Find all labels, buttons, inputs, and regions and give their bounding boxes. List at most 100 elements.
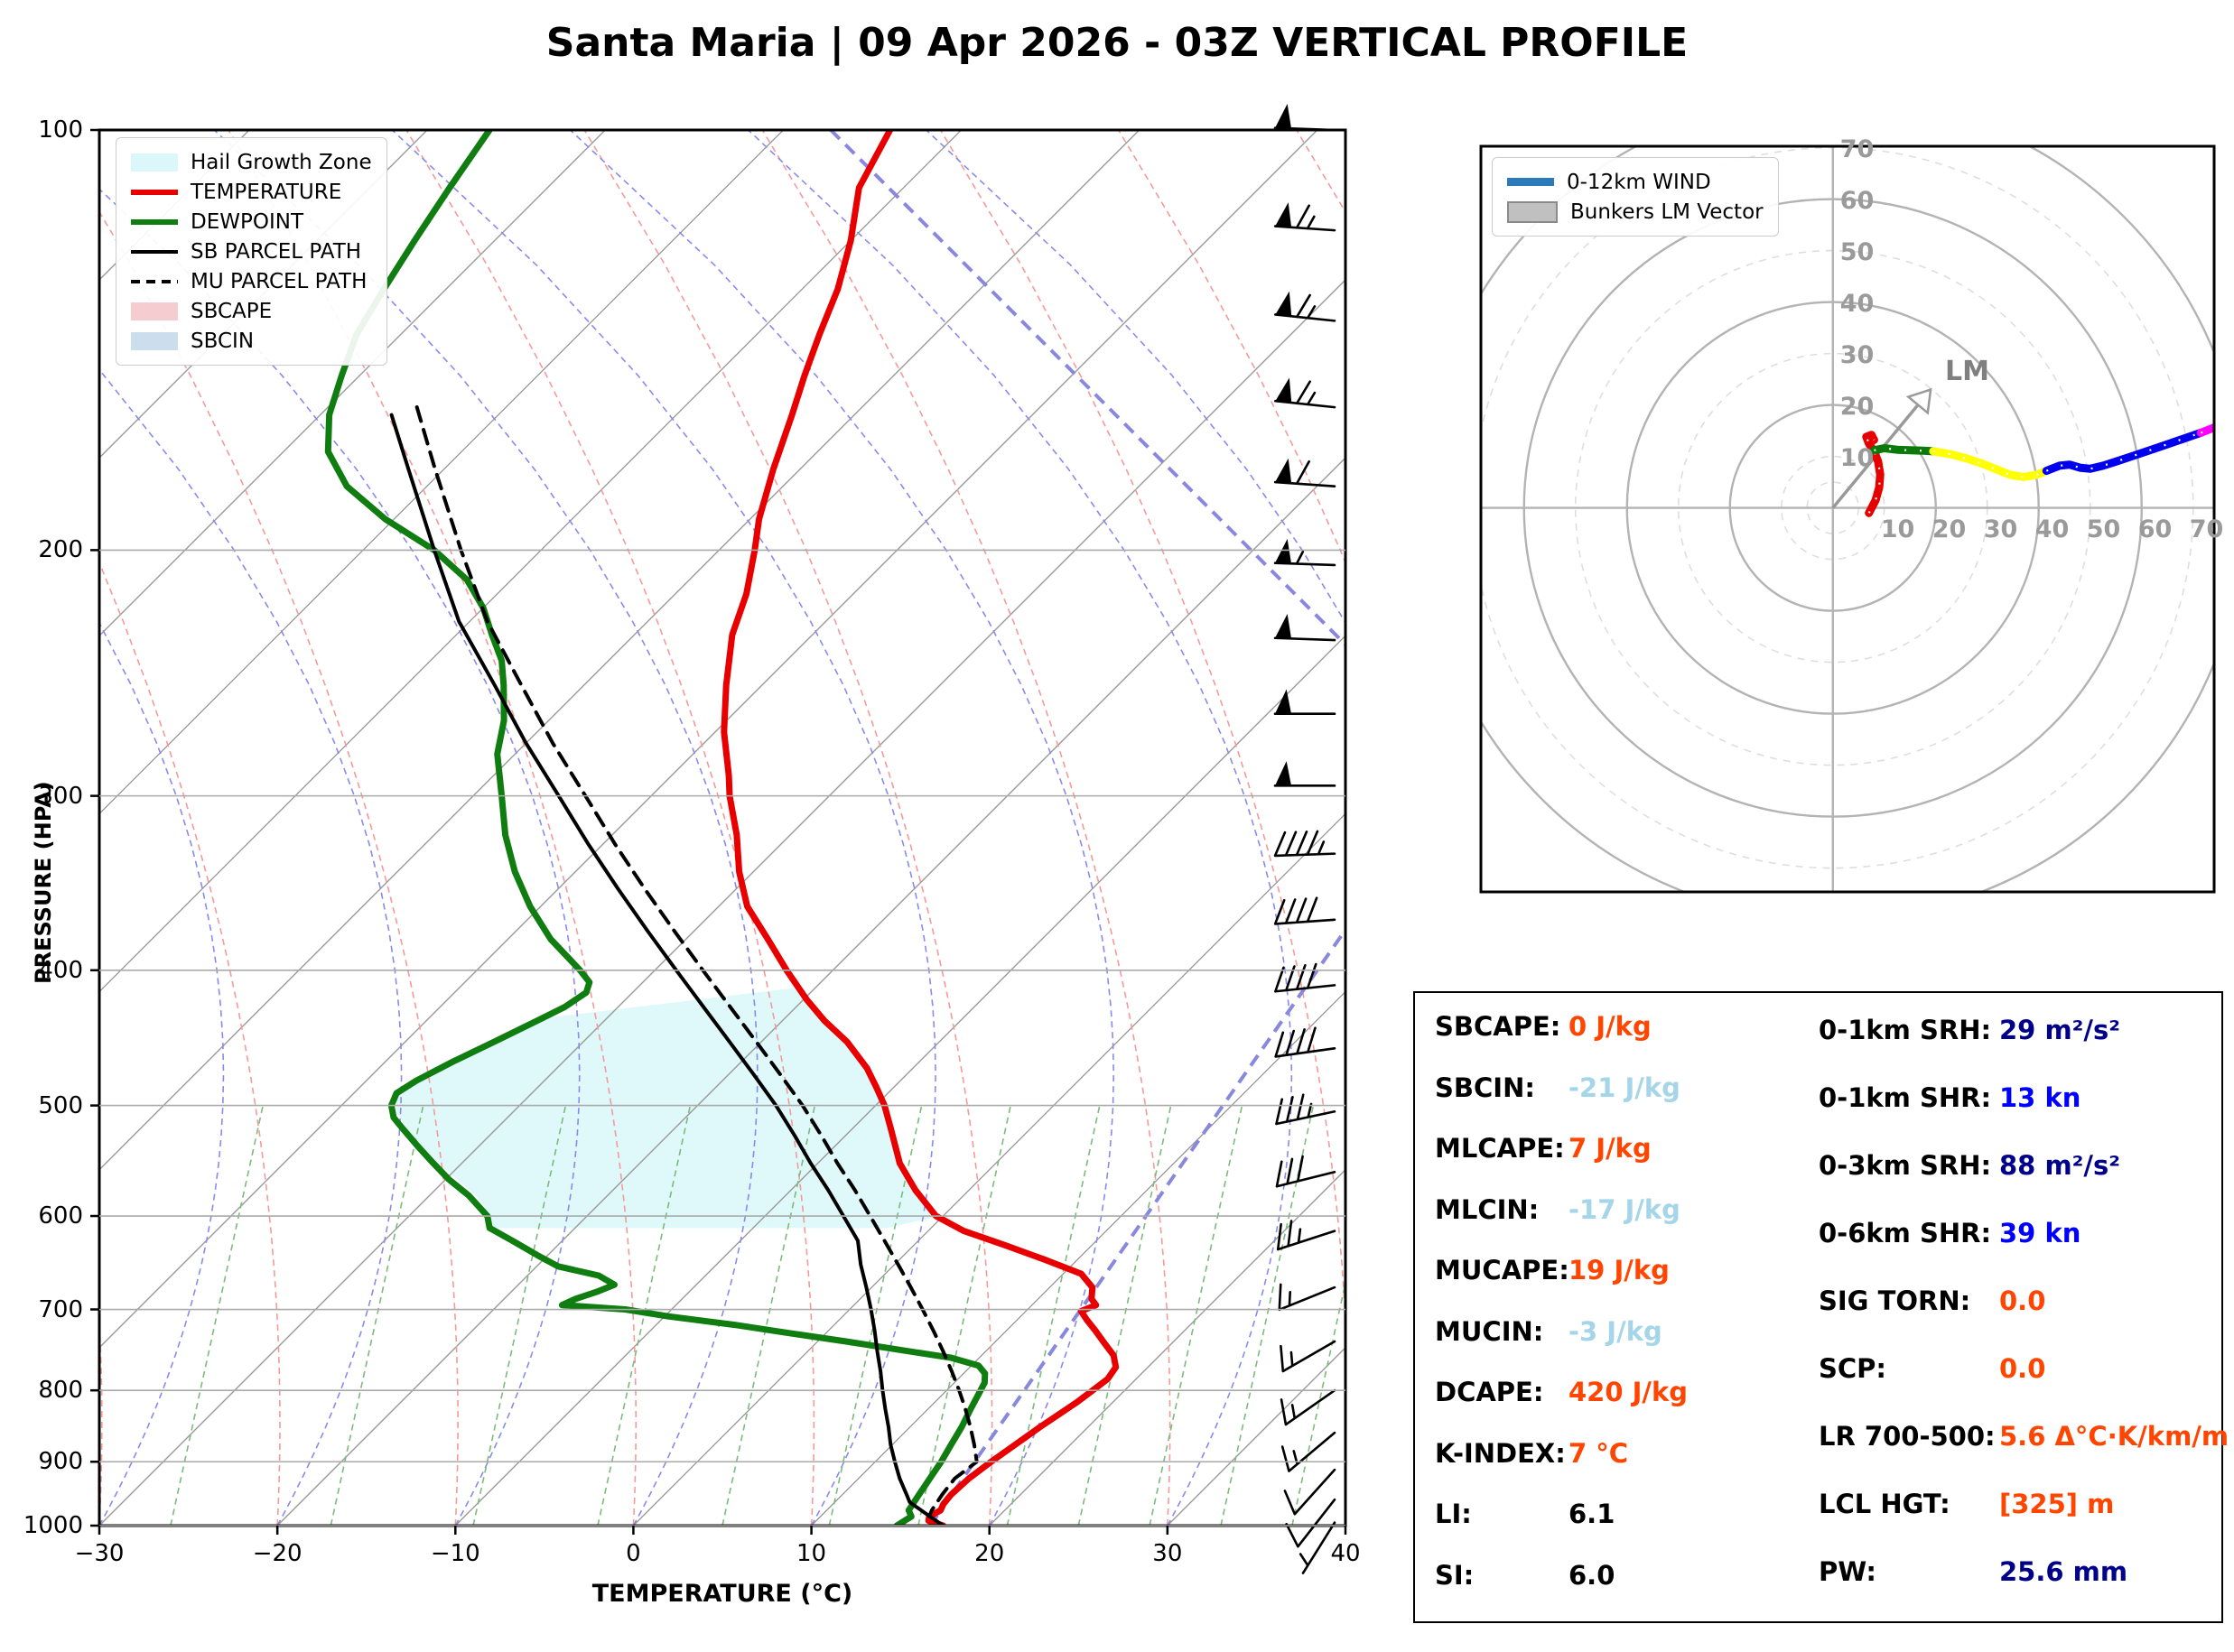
wind-line-swatch-icon xyxy=(1507,173,1554,191)
stat-value: 6.0 xyxy=(1568,1559,1615,1591)
series-dewpoint xyxy=(324,130,989,1526)
temperature-tick-label: −20 xyxy=(252,1540,303,1567)
pressure-tick-label: 300 xyxy=(38,782,83,810)
stat-value: 7 °C xyxy=(1568,1437,1629,1469)
hodo-ring-label-v: 40 xyxy=(1839,289,1875,318)
page-title: Santa Maria | 09 Apr 2026 - 03Z VERTICAL… xyxy=(545,20,1689,66)
wind-barb xyxy=(1274,962,1336,993)
stat-value: -17 J/kg xyxy=(1568,1193,1680,1225)
isotherm xyxy=(99,130,963,993)
series-sb-parcel-path xyxy=(389,413,945,1526)
mixing-ratio-line xyxy=(170,1105,264,1526)
moist-adiabat xyxy=(99,188,581,1526)
hodo-ring-label-h: 70 xyxy=(2189,515,2224,543)
stat-label: SI: xyxy=(1435,1559,1475,1591)
wind-barb xyxy=(1276,1220,1336,1251)
temperature-tick-label: −30 xyxy=(74,1540,125,1567)
wind-barb xyxy=(1274,291,1336,322)
wind-barb xyxy=(1278,1283,1336,1312)
wind-barb xyxy=(1274,377,1336,409)
series-mu-parcel-path xyxy=(414,405,979,1518)
mixing-ratio-line xyxy=(472,1105,567,1526)
isotherm xyxy=(811,990,1345,1526)
dry-adiabat xyxy=(583,130,993,1526)
legend-item-mu-parcel: MU PARCEL PATH xyxy=(131,266,372,296)
dry-adiabat xyxy=(99,561,281,1526)
stat-label: LR 700-500: xyxy=(1819,1421,1996,1452)
isotherm xyxy=(99,130,1318,1349)
isotherm xyxy=(276,457,1345,1526)
stat-label: DCAPE: xyxy=(1435,1377,1544,1407)
pressure-tick-label: 800 xyxy=(38,1377,83,1405)
mixing-ratio-line xyxy=(1149,1105,1243,1526)
mixing-ratio-line xyxy=(1291,1279,1345,1526)
wind-barb xyxy=(1285,1498,1336,1548)
stat-label: 0-6km SHR: xyxy=(1819,1218,1992,1248)
stat-value: 39 kn xyxy=(1999,1218,2081,1248)
mixing-ratio-line xyxy=(597,1105,692,1526)
isotherm xyxy=(99,279,1345,1526)
wind-barb xyxy=(1273,614,1336,642)
sbcape-swatch-icon xyxy=(131,302,178,320)
hodo-ring-label-v: 30 xyxy=(1839,340,1875,369)
hodo-ring-label-v: 10 xyxy=(1839,443,1875,472)
wind-barb xyxy=(1275,1093,1336,1126)
temperature-line-swatch-icon xyxy=(131,183,178,201)
wind-trace-segment xyxy=(2196,422,2214,437)
isotherm xyxy=(454,635,1345,1526)
mixing-ratio-line xyxy=(1220,1105,1315,1526)
wind-barb xyxy=(1273,761,1336,787)
sb-parcel-line-swatch-icon xyxy=(131,243,178,261)
stat-value: 88 m²/s² xyxy=(1999,1150,2120,1181)
highlight-line xyxy=(928,928,1345,1526)
legend-item-hail-growth-zone: Hail Growth Zone xyxy=(131,147,372,177)
stat-label: MLCAPE: xyxy=(1435,1133,1565,1164)
isotherm xyxy=(99,130,1140,1171)
hodo-ring-label-h: 20 xyxy=(1931,515,1967,543)
dry-adiabat xyxy=(939,130,1345,1526)
wind-trace-segment xyxy=(1869,444,1938,456)
hail-zone-swatch-icon xyxy=(131,153,178,172)
mixing-ratio-line xyxy=(330,1105,424,1526)
pressure-tick-label: 400 xyxy=(38,956,83,984)
dewpoint-line-swatch-icon xyxy=(131,213,178,231)
wind-barb xyxy=(1283,1468,1336,1516)
mixing-ratio-line xyxy=(721,1105,816,1526)
legend-item-bunkers-lm: Bunkers LM Vector xyxy=(1507,197,1764,227)
dry-adiabat xyxy=(761,130,1171,1526)
hodo-ring-label-h: 50 xyxy=(2086,515,2121,543)
stat-label: 0-1km SRH: xyxy=(1819,1015,1992,1045)
stat-value: 0 J/kg xyxy=(1568,1011,1652,1042)
lm-vector-label: LM xyxy=(1945,355,1990,387)
hodo-ring-label-v: 60 xyxy=(1839,186,1875,215)
series-temperature xyxy=(721,130,1120,1526)
hodo-ring-label-v: 70 xyxy=(1839,135,1875,163)
legend-item-sbcin: SBCIN xyxy=(131,326,372,356)
moist-adiabat xyxy=(748,130,1293,1526)
mixing-ratio-line xyxy=(828,1105,923,1526)
stat-label: LCL HGT: xyxy=(1819,1489,1950,1519)
pressure-tick-label: 100 xyxy=(38,116,83,144)
stat-value: 420 J/kg xyxy=(1568,1377,1689,1407)
mixing-ratio-line xyxy=(1006,1105,1101,1526)
stat-label: 0-1km SHR: xyxy=(1819,1082,1992,1113)
temperature-tick-label: −10 xyxy=(430,1540,480,1567)
stat-label: K-INDEX: xyxy=(1435,1437,1566,1469)
mixing-ratio-line xyxy=(1077,1105,1172,1526)
wind-barb xyxy=(1273,689,1336,715)
stat-label: MLCIN: xyxy=(1435,1193,1540,1225)
temperature-tick-label: 0 xyxy=(626,1540,641,1567)
stat-value: 6.1 xyxy=(1568,1499,1615,1529)
stat-label: 0-3km SRH: xyxy=(1819,1150,1992,1181)
temperature-tick-label: 30 xyxy=(1152,1540,1183,1567)
dry-adiabat xyxy=(99,1306,103,1526)
stat-value: 13 kn xyxy=(1999,1082,2081,1113)
pressure-tick-label: 700 xyxy=(38,1295,83,1323)
pressure-tick-label: 500 xyxy=(38,1091,83,1119)
wind-barb xyxy=(1280,1388,1336,1426)
mixing-ratio-line xyxy=(917,1105,1011,1526)
hodo-ring-label-h: 30 xyxy=(1983,515,2018,543)
temperature-axis-label: TEMPERATURE (°C) xyxy=(591,1580,853,1608)
